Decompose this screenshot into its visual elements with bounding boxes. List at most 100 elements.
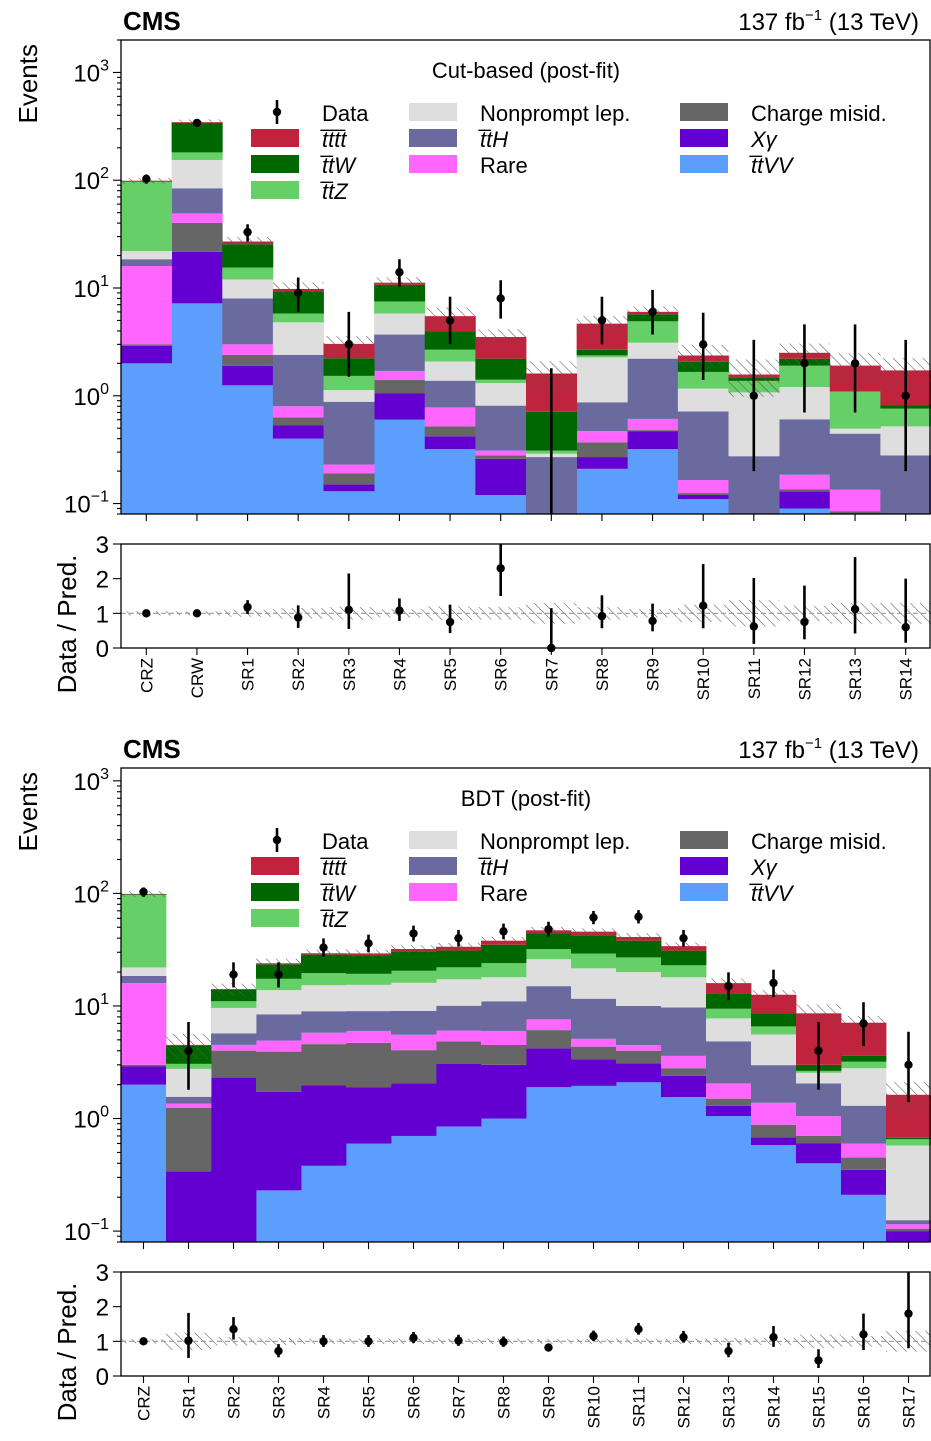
ratio-point-sr16 xyxy=(859,1330,868,1339)
ratio-y-axis-label: Data / Pred. xyxy=(52,555,82,694)
bar-sr1-s7 xyxy=(222,244,274,268)
bar-sr6-s6 xyxy=(475,379,527,384)
bar-sr11-s6 xyxy=(616,957,662,973)
legend-swatch xyxy=(680,831,728,849)
x-tick-label-sr2: SR2 xyxy=(289,658,308,691)
bar-sr4-s4 xyxy=(301,1011,347,1033)
bar-sr10-s0 xyxy=(677,499,729,514)
legend-item: t̅tH xyxy=(409,127,508,152)
ratio-point-sr12 xyxy=(800,617,809,627)
ratio-point-sr8 xyxy=(597,611,607,621)
bar-sr3-s1 xyxy=(323,484,375,492)
x-tick-label-sr7: SR7 xyxy=(450,1386,469,1419)
data-point-sr13 xyxy=(850,359,860,368)
x-tick-label-sr1: SR1 xyxy=(239,658,258,691)
bar-sr5-s5 xyxy=(424,361,476,381)
bar-crz-s1 xyxy=(121,1066,167,1085)
bar-sr12-s6 xyxy=(661,965,707,978)
ratio-unc-sr11 xyxy=(616,1338,661,1345)
ratio-y-tick-label: 0 xyxy=(96,1364,109,1391)
energy-label: (13 TeV) xyxy=(822,737,919,764)
ratio-y-tick-label: 3 xyxy=(96,532,109,559)
ratio-point-sr3 xyxy=(344,605,354,615)
bar-sr14-s3 xyxy=(751,1102,797,1125)
bar-sr16-s0 xyxy=(841,1194,887,1242)
bar-sr15-s3 xyxy=(796,1116,842,1136)
bar-sr11-s1 xyxy=(616,1063,662,1083)
legend-swatch xyxy=(409,155,457,173)
bar-sr4-s7 xyxy=(301,954,347,974)
bar-sr8-s0 xyxy=(576,468,628,514)
bar-sr8-s4 xyxy=(576,402,628,432)
bar-sr5-s4 xyxy=(346,1011,392,1031)
stacked-bars xyxy=(121,118,931,534)
x-tick-label-sr16: SR16 xyxy=(855,1386,874,1429)
legend-item: Data xyxy=(272,828,369,854)
y-tick-label: 103 xyxy=(73,766,109,796)
bar-sr4-s3 xyxy=(301,1032,347,1045)
bar-sr9-s0 xyxy=(627,449,679,514)
bar-sr8-s5 xyxy=(576,357,628,403)
bar-sr16-s6 xyxy=(841,1061,887,1069)
ratio-point-sr12 xyxy=(679,1332,688,1342)
bar-sr14-s0 xyxy=(751,1145,797,1242)
x-tick-label-sr10: SR10 xyxy=(585,1386,604,1429)
data-point-sr8 xyxy=(499,927,508,936)
data-point-sr1 xyxy=(243,227,252,237)
bar-sr8-s7 xyxy=(481,944,527,964)
bar-sr1-s5 xyxy=(222,279,274,299)
legend-swatch xyxy=(680,103,728,121)
bar-sr4-s2 xyxy=(301,1044,347,1086)
ratio-point-sr9 xyxy=(544,1343,553,1352)
bar-sr2-s1 xyxy=(211,1077,257,1242)
bar-sr5-s2 xyxy=(424,426,476,437)
bar-sr12-s1 xyxy=(779,491,831,509)
bar-sr13-s2 xyxy=(829,511,881,514)
bar-sr2-s1 xyxy=(272,425,324,439)
bar-sr6-s6 xyxy=(391,970,437,983)
bar-sr3-s3 xyxy=(323,464,375,474)
bar-sr10-s2 xyxy=(571,1046,617,1060)
bar-sr9-s0 xyxy=(526,1087,572,1242)
bar-sr3-s4 xyxy=(256,1014,302,1041)
data-point-sr14 xyxy=(769,978,778,988)
unc-band-sr5 xyxy=(346,949,391,958)
data-point-sr12 xyxy=(679,933,688,943)
bar-sr8-s6 xyxy=(576,355,628,358)
x-tick-label-sr13: SR13 xyxy=(846,658,865,701)
legend-item: Rare xyxy=(409,153,528,178)
bar-sr13-s4 xyxy=(829,433,881,490)
ratio-point-sr14 xyxy=(769,1332,778,1342)
data-point-sr16 xyxy=(859,1019,868,1028)
bar-sr6-s2 xyxy=(475,455,527,459)
bar-sr8-s1 xyxy=(576,457,628,469)
unc-band-sr2 xyxy=(211,983,256,996)
unc-band-sr1 xyxy=(222,237,273,247)
bar-sr6-s3 xyxy=(475,450,527,456)
x-tick-label-sr3: SR3 xyxy=(270,1386,289,1419)
bar-sr1-s6 xyxy=(222,267,274,280)
bar-crz-s1 xyxy=(121,345,173,364)
bar-sr8-s4 xyxy=(481,1001,527,1031)
bar-sr14-s6 xyxy=(751,1026,797,1035)
bar-sr9-s1 xyxy=(627,431,679,450)
bar-crw-s6 xyxy=(171,152,223,160)
bar-sr14-s0 xyxy=(880,527,931,534)
bar-sr5-s4 xyxy=(424,380,476,408)
ratio-y-tick-label: 1 xyxy=(96,1329,109,1356)
ratio-point-crz xyxy=(139,1337,148,1346)
bar-sr9-s6 xyxy=(526,949,572,960)
legend-swatch xyxy=(409,831,457,849)
legend-label: t̅tt̅t xyxy=(320,855,348,880)
legend: Data Nonprompt lep. Charge misid.t̅tt̅t t̅t… xyxy=(251,828,887,932)
x-tick-label-sr9: SR9 xyxy=(644,658,663,691)
bar-crz-s2 xyxy=(121,344,173,346)
legend-label: Xγ xyxy=(750,855,779,880)
bar-crw-s4 xyxy=(171,188,223,214)
bar-sr6-s3 xyxy=(391,1034,437,1051)
bar-sr3-s2 xyxy=(323,473,375,485)
bar-sr8-s3 xyxy=(481,1030,527,1045)
x-tick-label-sr5: SR5 xyxy=(441,658,460,691)
data-point-sr2 xyxy=(293,288,303,298)
bar-sr13-s5 xyxy=(706,1018,752,1042)
